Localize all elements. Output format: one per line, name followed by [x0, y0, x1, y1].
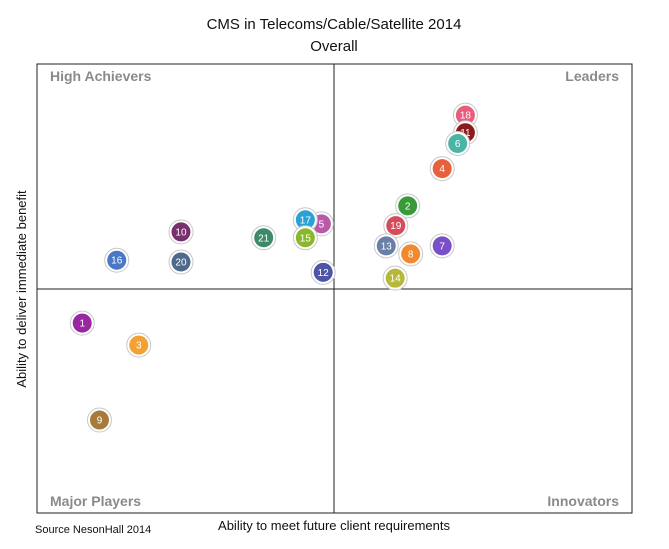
- data-point-marker: [129, 335, 149, 355]
- data-point-marker: [401, 244, 421, 264]
- chart-subtitle: Overall: [310, 38, 358, 55]
- data-point-label: 9: [97, 416, 103, 427]
- data-point-label: 21: [258, 233, 270, 244]
- data-point-12: 12: [310, 259, 336, 285]
- data-point-8: 8: [398, 241, 424, 267]
- data-point-label: 3: [136, 341, 142, 352]
- data-point-marker: [89, 410, 109, 430]
- data-point-marker: [386, 216, 406, 236]
- data-point-label: 8: [408, 249, 414, 260]
- data-point-label: 2: [405, 201, 411, 212]
- chart-title: CMS in Telecoms/Cable/Satellite 2014: [207, 16, 462, 33]
- x-axis-label: Ability to meet future client requiremen…: [218, 518, 450, 533]
- data-point-3: 3: [126, 332, 152, 358]
- data-point-label: 14: [390, 274, 402, 285]
- data-point-marker: [171, 222, 191, 242]
- data-point-15: 15: [292, 225, 318, 251]
- data-point-13: 13: [373, 233, 399, 259]
- data-point-label: 17: [300, 215, 312, 226]
- data-point-label: 13: [381, 241, 393, 252]
- data-point-17: 17: [292, 207, 318, 233]
- data-point-marker: [107, 250, 127, 270]
- data-point-marker: [385, 268, 405, 288]
- data-points: 181164271913814517151221102016139: [69, 102, 478, 433]
- data-point-marker: [171, 252, 191, 272]
- data-point-14: 14: [382, 265, 408, 291]
- data-point-19: 19: [383, 213, 409, 239]
- data-point-label: 12: [318, 268, 330, 279]
- data-point-20: 20: [168, 249, 194, 275]
- data-point-label: 19: [390, 221, 402, 232]
- y-axis-label: Ability to deliver immediate benefit: [14, 190, 29, 388]
- quadrant-label-top-right: Leaders: [565, 68, 619, 84]
- data-point-marker: [295, 228, 315, 248]
- data-point-label: 10: [175, 227, 187, 238]
- data-point-marker: [432, 159, 452, 179]
- data-point-label: 18: [460, 111, 472, 122]
- data-point-label: 15: [300, 233, 312, 244]
- data-point-marker: [432, 236, 452, 256]
- data-point-label: 11: [460, 128, 471, 139]
- source-note: Source NesonHall 2014: [35, 524, 151, 536]
- data-point-label: 20: [175, 258, 187, 269]
- data-point-9: 9: [86, 407, 112, 433]
- data-point-marker: [295, 210, 315, 230]
- data-point-marker: [398, 196, 418, 216]
- data-point-7: 7: [429, 233, 455, 259]
- quadrant-label-top-left: High Achievers: [50, 68, 152, 84]
- quadrant-label-bottom-left: Major Players: [50, 493, 141, 509]
- data-point-2: 2: [395, 193, 421, 219]
- data-point-marker: [72, 313, 92, 333]
- data-point-label: 7: [439, 241, 445, 252]
- data-point-18: 18: [452, 102, 478, 128]
- data-point-1: 1: [69, 310, 95, 336]
- data-point-marker: [313, 262, 333, 282]
- quadrant-label-bottom-right: Innovators: [547, 493, 619, 509]
- data-point-4: 4: [429, 156, 455, 182]
- data-point-label: 5: [319, 219, 325, 230]
- data-point-21: 21: [251, 225, 277, 251]
- data-point-marker: [376, 236, 396, 256]
- data-point-label: 4: [439, 164, 445, 175]
- data-point-6: 6: [445, 130, 471, 156]
- data-point-10: 10: [168, 219, 194, 245]
- data-point-label: 16: [111, 256, 123, 267]
- data-point-label: 1: [79, 319, 85, 330]
- data-point-16: 16: [104, 247, 130, 273]
- data-point-marker: [448, 133, 468, 153]
- data-point-marker: [254, 228, 274, 248]
- data-point-marker: [455, 105, 475, 125]
- data-point-label: 6: [455, 139, 461, 150]
